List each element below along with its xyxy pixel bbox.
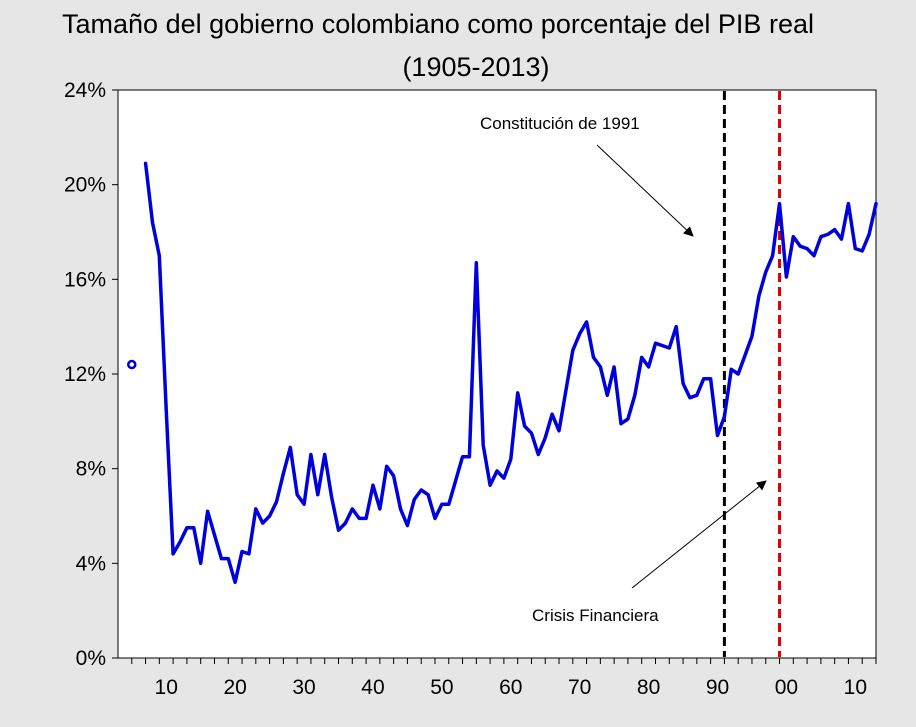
x-tick-label: 50 (430, 676, 453, 699)
series-line (143, 161, 878, 585)
plot-area (117, 89, 877, 659)
x-tick-label: 70 (568, 676, 591, 699)
reference-lines (722, 91, 782, 657)
x-tick-label: 40 (361, 676, 384, 699)
x-tick-label: 60 (499, 676, 522, 699)
annotation-constitucion-label: Constitución de 1991 (480, 114, 640, 133)
chart-title: Tamaño del gobierno colombiano como porc… (62, 9, 814, 39)
x-tick-label: 90 (706, 676, 729, 699)
y-tick-label: 8% (76, 458, 106, 481)
x-tick-label: 80 (637, 676, 660, 699)
x-tick-label: 10 (844, 676, 867, 699)
annotation-constitucion-1991: Constitución de 1991 (480, 114, 694, 237)
y-tick-label: 12% (64, 363, 106, 386)
y-tick-label: 20% (64, 174, 106, 197)
y-tick-label: 24% (64, 79, 106, 102)
y-axis: 0% 4% 8% 12% 16% 20% 24% (64, 79, 118, 670)
annotation-constitucion-arrow (596, 144, 694, 237)
y-tick-label: 4% (76, 552, 106, 575)
x-tick-label: 20 (223, 676, 246, 699)
isolated-data-point (127, 359, 137, 370)
series-layer (127, 161, 878, 585)
x-tick-label: 30 (292, 676, 315, 699)
y-tick-label: 0% (76, 647, 106, 670)
x-tick-label: 10 (155, 676, 178, 699)
x-axis: 10 20 30 40 50 60 70 80 90 00 10 (131, 658, 877, 699)
annotation-crisis-financiera: Crisis Financiera (532, 480, 767, 625)
x-tick-label: 00 (775, 676, 798, 699)
annotation-crisis-label: Crisis Financiera (532, 606, 659, 625)
annotation-crisis-arrow (631, 480, 767, 589)
chart-subtitle: (1905-2013) (402, 52, 549, 82)
y-tick-label: 16% (64, 268, 106, 291)
